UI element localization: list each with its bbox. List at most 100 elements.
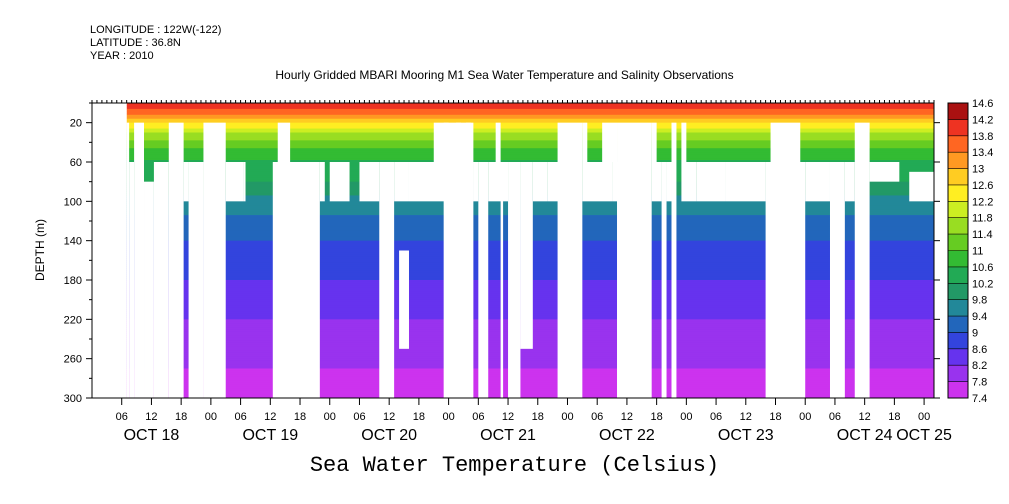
x-date-label: OCT 20 bbox=[361, 427, 417, 444]
x-tick-label: 18 bbox=[175, 411, 187, 423]
temperature-band bbox=[126, 376, 934, 379]
temperature-band bbox=[126, 144, 934, 147]
y-tick-label: 140 bbox=[64, 236, 82, 248]
axes: 06 12 18 00 06 12 18 00 06 12 18 00 06 12 18 00 06 12 18 00… bbox=[64, 100, 952, 444]
missing-data-region bbox=[909, 171, 934, 202]
x-tick-label: 06 bbox=[829, 411, 841, 423]
missing-data-region bbox=[520, 162, 533, 349]
colorbar-label: 11.8 bbox=[972, 213, 993, 225]
missing-data-region bbox=[399, 250, 409, 349]
y-tick-label: 180 bbox=[64, 275, 82, 287]
temperature-band bbox=[126, 158, 934, 161]
missing-data-region bbox=[134, 122, 145, 398]
colorbar-label: 14.6 bbox=[972, 98, 993, 110]
x-date-label: OCT 25 bbox=[896, 427, 952, 444]
colorbar-swatch bbox=[948, 184, 968, 202]
missing-data-region bbox=[829, 162, 845, 398]
x-tick-label: 12 bbox=[740, 411, 752, 423]
missing-data-region bbox=[617, 122, 652, 398]
latitude-label: LATITUDE : 36.8N bbox=[90, 37, 181, 49]
missing-data-region bbox=[183, 162, 189, 202]
missing-data-region bbox=[126, 122, 130, 398]
temperature-band bbox=[126, 362, 934, 366]
missing-data-region bbox=[854, 122, 870, 398]
missing-data-region bbox=[651, 122, 657, 162]
x-tick-label: 00 bbox=[442, 411, 454, 423]
missing-data-region bbox=[188, 162, 204, 398]
temperature-band bbox=[126, 130, 934, 133]
missing-data-region bbox=[765, 162, 806, 398]
x-tick-label: 00 bbox=[918, 411, 930, 423]
colorbar-swatch bbox=[948, 119, 968, 137]
missing-data-region bbox=[582, 122, 588, 162]
colorbar-label: 8.2 bbox=[972, 360, 987, 372]
temperature-band bbox=[126, 366, 934, 369]
temperature-band bbox=[126, 156, 934, 159]
x-date-label: OCT 24 bbox=[837, 427, 893, 444]
temperature-band bbox=[126, 386, 934, 389]
x-date-label: OCT 21 bbox=[480, 427, 536, 444]
colorbar-label: 13.8 bbox=[972, 131, 993, 143]
x-date-label: OCT 19 bbox=[242, 427, 298, 444]
missing-data-region bbox=[869, 162, 900, 182]
missing-data-region bbox=[582, 162, 613, 202]
temperature-band bbox=[126, 154, 934, 157]
x-tick-label: 12 bbox=[264, 411, 276, 423]
x-tick-label: 12 bbox=[145, 411, 157, 423]
colorbar-swatch bbox=[948, 381, 968, 399]
temperature-band bbox=[126, 126, 934, 130]
temperature-band bbox=[126, 360, 934, 364]
temperature-band bbox=[126, 124, 934, 128]
colorbar-label: 12.2 bbox=[972, 196, 993, 208]
missing-data-region bbox=[696, 162, 726, 202]
missing-data-region bbox=[488, 162, 509, 202]
x-tick-label: 18 bbox=[651, 411, 663, 423]
temperature-band bbox=[126, 364, 934, 368]
missing-data-region bbox=[602, 122, 618, 162]
y-tick-label: 220 bbox=[64, 314, 82, 326]
x-tick-label: 18 bbox=[532, 411, 544, 423]
temperature-band bbox=[126, 378, 934, 381]
missing-data-region bbox=[681, 162, 697, 202]
x-tick-label: 06 bbox=[116, 411, 128, 423]
temperature-band bbox=[126, 382, 934, 385]
temperature-band bbox=[126, 372, 934, 375]
colorbar-label: 10.2 bbox=[972, 278, 993, 290]
y-tick-label: 300 bbox=[64, 393, 82, 405]
temperature-band bbox=[126, 356, 934, 360]
missing-data-region bbox=[666, 162, 672, 202]
missing-data-region bbox=[532, 162, 548, 202]
temperature-band bbox=[126, 358, 934, 362]
temperature-band bbox=[126, 140, 934, 143]
colorbar-swatch bbox=[948, 217, 968, 235]
temperature-band bbox=[126, 138, 934, 141]
colorbar-label: 12.6 bbox=[972, 180, 993, 192]
x-tick-label: 06 bbox=[353, 411, 365, 423]
temperature-band bbox=[126, 110, 934, 114]
temperature-band bbox=[126, 370, 934, 373]
temperature-band bbox=[126, 103, 934, 106]
y-tick-label: 100 bbox=[64, 196, 82, 208]
colorbar-swatch bbox=[948, 168, 968, 186]
x-axis-label: Sea Water Temperature (Celsius) bbox=[309, 453, 720, 478]
colorbar-swatch bbox=[948, 234, 968, 251]
colorbar-label: 9 bbox=[972, 327, 978, 339]
temperature-band bbox=[126, 142, 934, 145]
missing-data-region bbox=[319, 162, 325, 202]
x-tick-label: 00 bbox=[561, 411, 573, 423]
missing-data-region bbox=[805, 162, 830, 202]
temperature-band bbox=[126, 136, 934, 139]
missing-data-region bbox=[844, 162, 855, 202]
colorbar-swatch bbox=[948, 365, 968, 382]
temperature-band bbox=[126, 128, 934, 132]
missing-data-regions bbox=[92, 103, 934, 398]
temperature-band bbox=[126, 380, 934, 383]
x-tick-label: 00 bbox=[680, 411, 692, 423]
x-tick-label: 06 bbox=[591, 411, 603, 423]
missing-data-region bbox=[725, 162, 766, 202]
x-tick-label: 18 bbox=[413, 411, 425, 423]
missing-data-region bbox=[277, 122, 291, 162]
missing-data-region bbox=[465, 122, 471, 162]
colorbar-swatch bbox=[948, 299, 968, 317]
year-label: YEAR : 2010 bbox=[90, 50, 154, 62]
